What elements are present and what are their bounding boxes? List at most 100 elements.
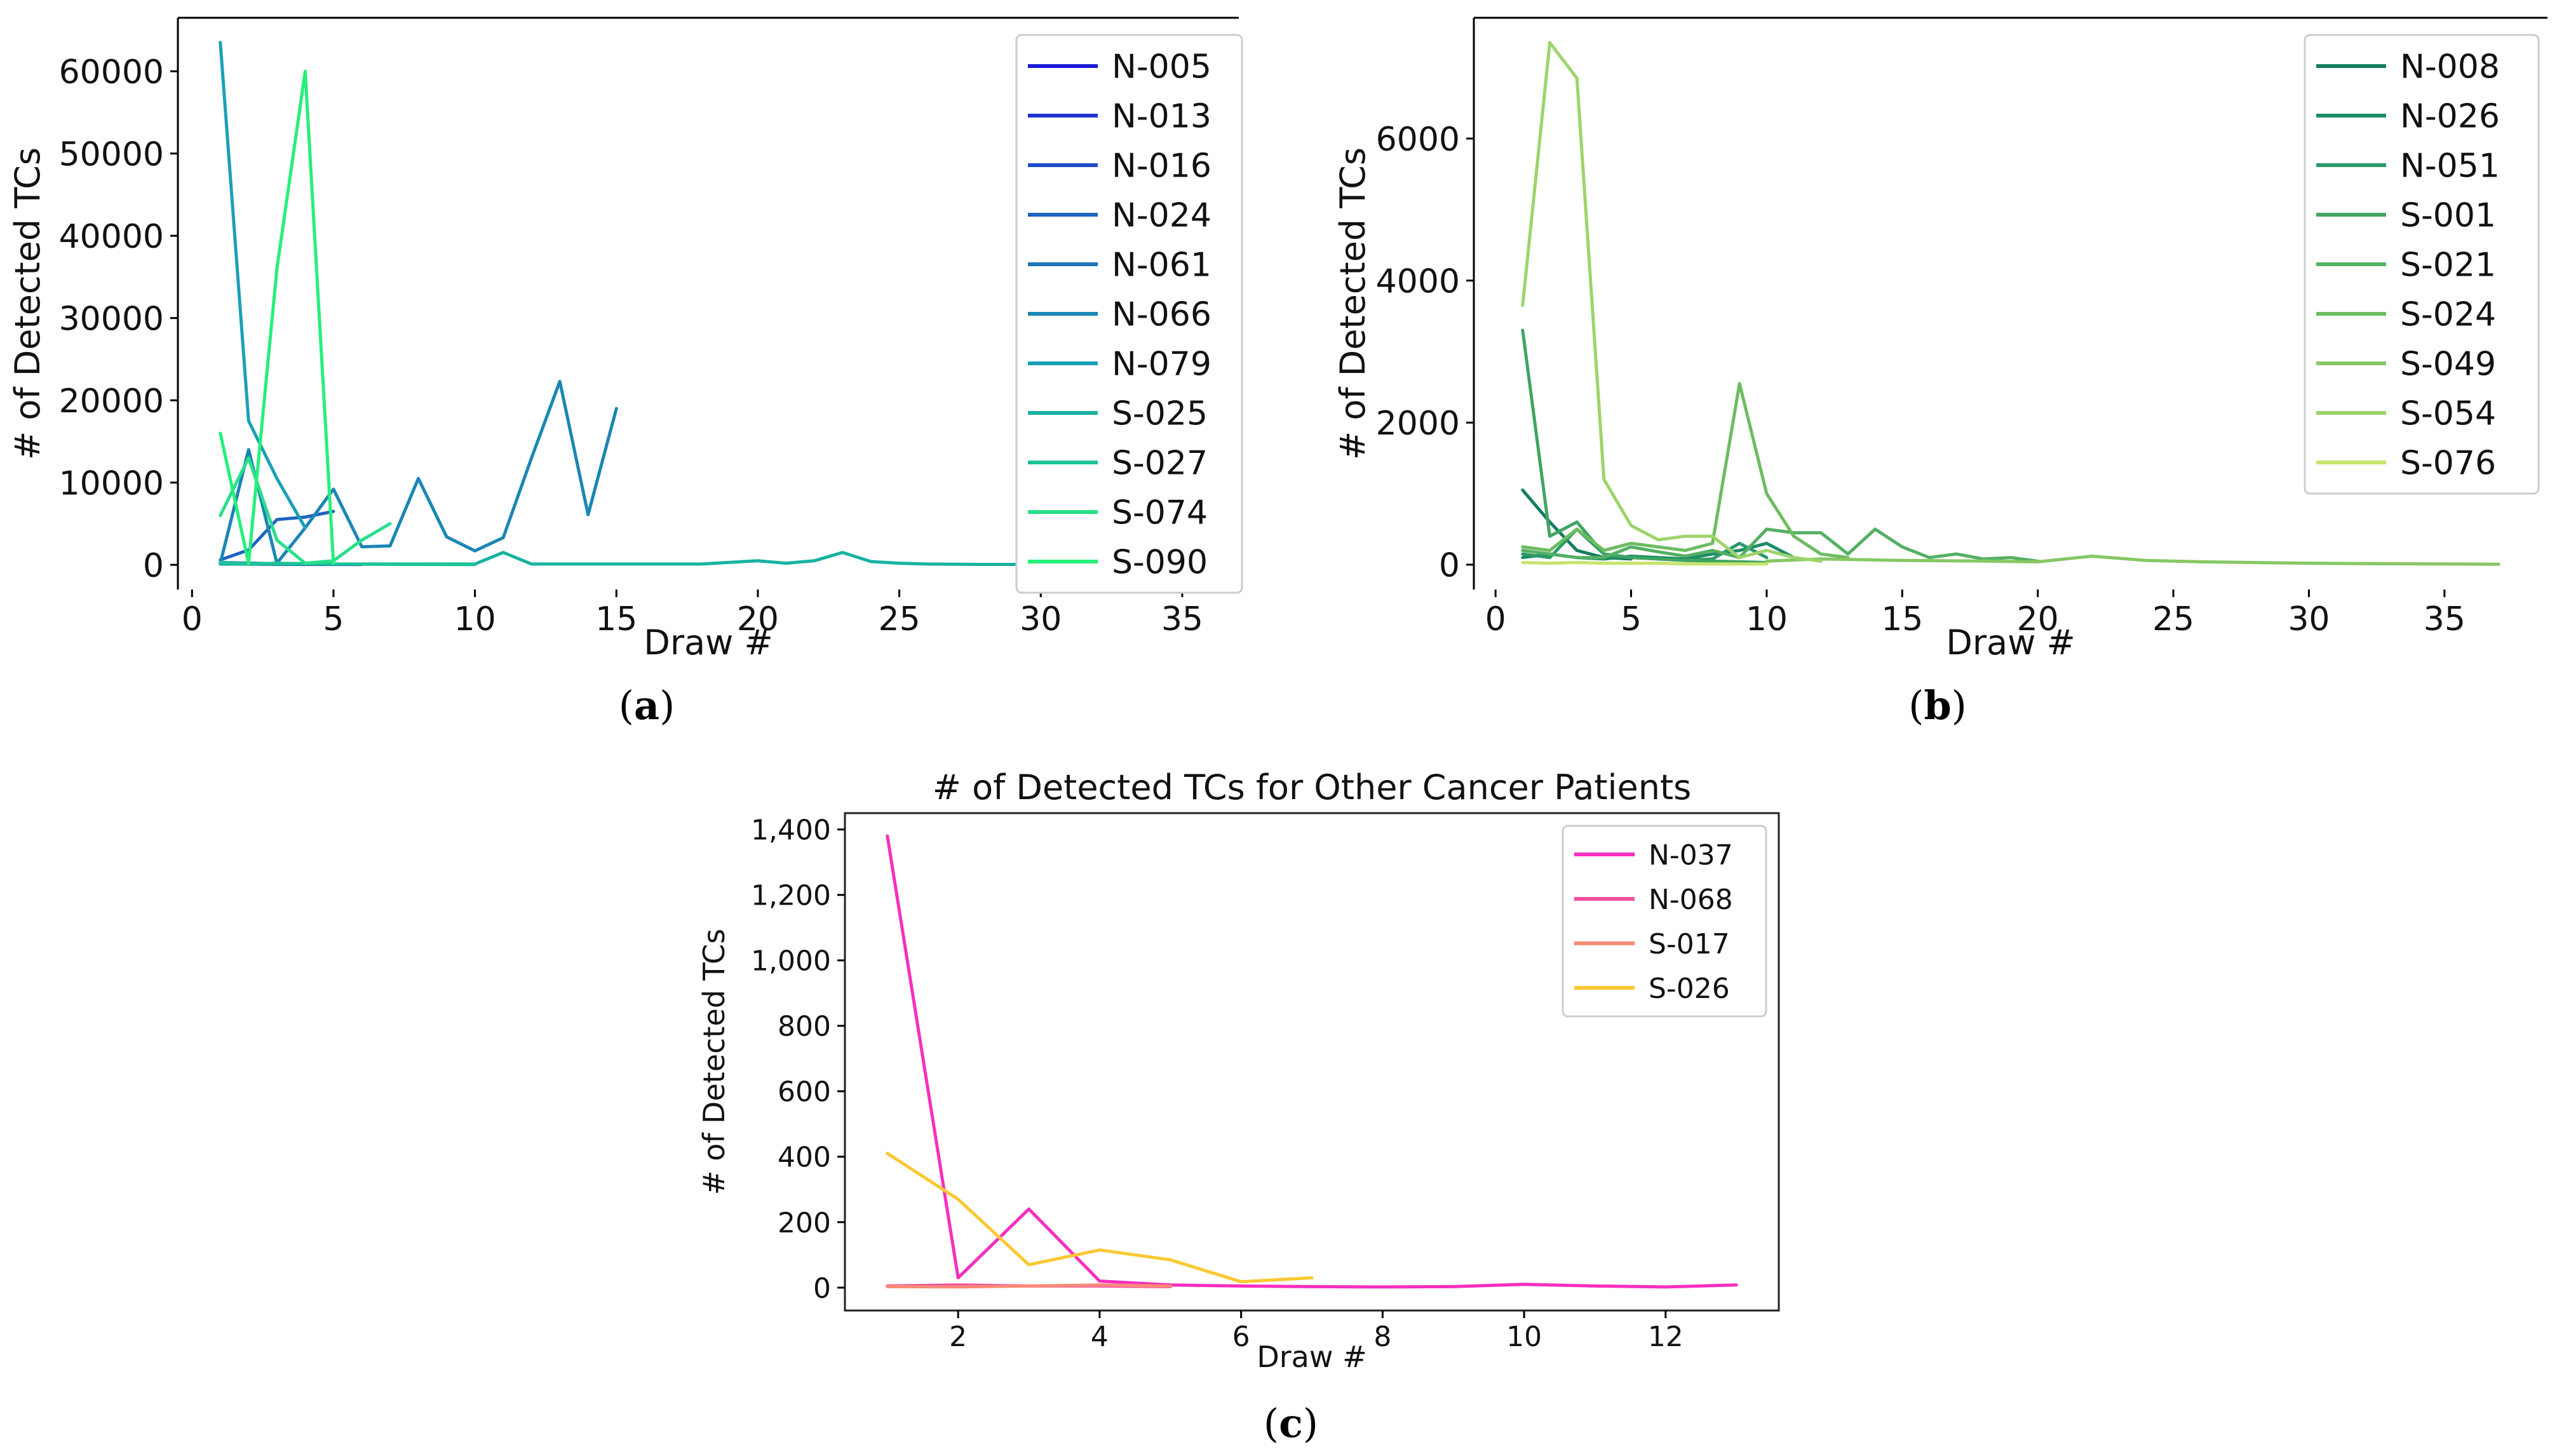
legend-label: N-061 xyxy=(1112,246,1211,285)
series-line-s-049 xyxy=(1765,555,2500,566)
y-tick-label: 1,000 xyxy=(751,945,831,978)
series-line-s-017 xyxy=(886,1283,1172,1289)
series-line-s-021 xyxy=(1521,527,2040,563)
legend-label: S-001 xyxy=(2400,197,2496,235)
y-tick-label: 800 xyxy=(778,1011,831,1043)
series-line-n-066 xyxy=(219,379,618,565)
legend-label: S-026 xyxy=(1649,973,1730,1005)
series-group xyxy=(1521,41,2500,566)
x-tick-label: 6 xyxy=(1232,1321,1250,1353)
legend-label: N-066 xyxy=(1112,296,1211,334)
plot-frame xyxy=(844,812,1780,1312)
series-line-n-037 xyxy=(886,834,1738,1289)
x-tick-label: 30 xyxy=(2288,600,2330,638)
chart-panel-c: 2 4 6 8 10 12 0 200 400 600 800 1,000 1,200 1,400 Draw… xyxy=(697,767,1780,1374)
y-tick-label: 10000 xyxy=(59,464,164,502)
caption-c-letter: c xyxy=(1279,1400,1303,1446)
y-tick-label: 6000 xyxy=(1376,121,1460,159)
legend-label: N-051 xyxy=(2400,147,2500,185)
series-line-s-026 xyxy=(886,1152,1314,1284)
y-tick-label: 4000 xyxy=(1376,262,1460,300)
x-tick-label: 25 xyxy=(879,600,921,638)
x-tick-label: 25 xyxy=(2152,600,2194,638)
series-line-n-079 xyxy=(219,41,307,530)
series-line-s-074 xyxy=(219,456,392,565)
series-line-s-090 xyxy=(219,69,335,565)
y-tick-label: 30000 xyxy=(59,300,164,338)
legend-label: S-025 xyxy=(1112,395,1208,433)
legend-label: N-008 xyxy=(2400,48,2500,86)
caption-a: (a) xyxy=(619,682,675,729)
x-tick-label: 10 xyxy=(454,600,496,638)
y-tick-label: 1,400 xyxy=(751,814,831,847)
series-line-s-024 xyxy=(1521,382,1850,560)
caption-b: (b) xyxy=(1908,682,1967,729)
legend-label: S-076 xyxy=(2400,445,2496,483)
y-tick-label: 0 xyxy=(1439,547,1460,585)
y-tick-label: 1,200 xyxy=(751,880,831,912)
x-tick-label: 8 xyxy=(1373,1321,1391,1353)
series-line-s-001 xyxy=(1521,328,1769,564)
legend-label: S-074 xyxy=(1112,494,1208,532)
x-tick-label: 30 xyxy=(1020,600,1062,638)
x-tick-label: 20 xyxy=(2017,600,2059,638)
legend xyxy=(2304,34,2540,495)
y-tick-label: 40000 xyxy=(59,218,164,256)
y-tick-label: 20000 xyxy=(59,382,164,421)
caption-b-letter: b xyxy=(1924,682,1951,729)
x-tick-label: 12 xyxy=(1648,1321,1683,1353)
legend-label: N-068 xyxy=(1649,884,1733,916)
x-tick-label: 15 xyxy=(1881,600,1923,638)
x-tick-label: 5 xyxy=(1621,600,1642,638)
x-tick-label: 5 xyxy=(323,600,344,638)
y-tick-label: 200 xyxy=(778,1207,831,1239)
legend xyxy=(1015,34,1243,594)
legend-label: N-005 xyxy=(1112,48,1211,86)
legend-label: S-021 xyxy=(2400,246,2496,285)
legend-label: N-037 xyxy=(1649,839,1733,872)
series-group xyxy=(219,41,1128,567)
legend-label: S-017 xyxy=(1649,928,1730,961)
x-tick-label: 2 xyxy=(949,1321,967,1353)
y-tick-label: 0 xyxy=(813,1272,831,1305)
x-tick-label: 0 xyxy=(1485,600,1506,638)
legend xyxy=(1562,825,1767,1018)
legend-label: S-090 xyxy=(1112,544,1208,582)
legend-label: N-013 xyxy=(1112,98,1211,136)
legend-label: S-054 xyxy=(2400,395,2496,433)
caption-a-letter: a xyxy=(634,682,659,729)
chart-panel-b: 0 5 10 15 20 25 30 35 0 2000 4000 6000 Draw # # of De… xyxy=(1333,17,2547,663)
x-tick-label: 35 xyxy=(1161,600,1203,638)
x-tick-label: 4 xyxy=(1091,1321,1109,1353)
series-line-s-076 xyxy=(1521,561,1769,566)
y-axis-label: # of Detected TCs xyxy=(8,147,48,460)
caption-c: (c) xyxy=(1264,1400,1318,1446)
series-line-s-054 xyxy=(1521,41,1823,563)
x-axis-label: Draw # xyxy=(1257,1340,1366,1374)
x-tick-label: 35 xyxy=(2424,600,2466,638)
y-axis-label: # of Detected TCs xyxy=(1333,147,1373,460)
y-tick-label: 600 xyxy=(778,1076,831,1109)
legend-label: S-049 xyxy=(2400,346,2496,384)
x-tick-label: 15 xyxy=(595,600,637,638)
x-axis-label: Draw # xyxy=(1946,623,2075,663)
legend-label: S-024 xyxy=(2400,296,2496,334)
legend-label: S-027 xyxy=(1112,445,1208,483)
y-tick-label: 2000 xyxy=(1376,405,1460,443)
y-tick-label: 50000 xyxy=(59,135,164,173)
x-tick-label: 10 xyxy=(1746,600,1788,638)
series-line-s-027 xyxy=(219,560,477,567)
chart-panel-a: 0 5 10 15 20 25 30 35 0 10000 20000 30000 40000 50000… xyxy=(8,17,1243,663)
chart-title: # of Detected TCs for Other Cancer Patie… xyxy=(933,767,1692,807)
x-tick-label: 0 xyxy=(182,600,203,638)
x-axis-label: Draw # xyxy=(644,623,773,663)
legend-label: N-079 xyxy=(1112,346,1211,384)
x-tick-label: 20 xyxy=(737,600,779,638)
x-tick-label: 10 xyxy=(1506,1321,1542,1353)
legend-label: N-026 xyxy=(2400,98,2500,136)
series-group xyxy=(886,834,1738,1289)
y-tick-label: 60000 xyxy=(59,53,164,91)
y-tick-label: 0 xyxy=(143,547,164,585)
legend-label: N-016 xyxy=(1112,147,1211,185)
legend-label: N-024 xyxy=(1112,197,1211,235)
